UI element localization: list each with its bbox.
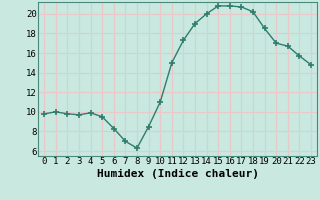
X-axis label: Humidex (Indice chaleur): Humidex (Indice chaleur) <box>97 169 259 179</box>
